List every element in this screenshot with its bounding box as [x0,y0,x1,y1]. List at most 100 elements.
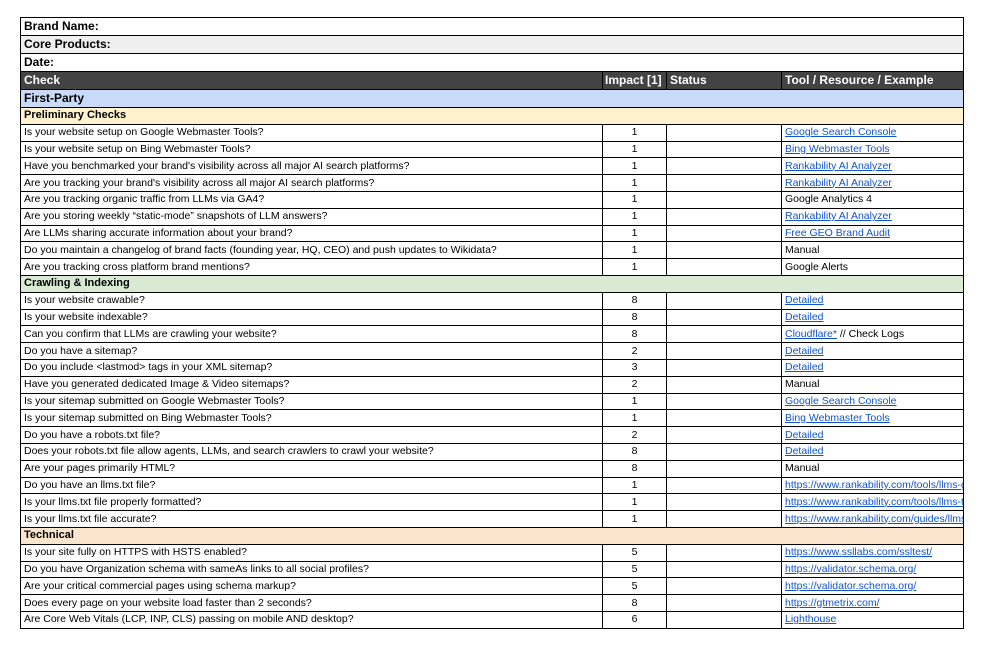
impact-cell: 2 [602,426,667,444]
tool-cell: Lighthouse [781,610,964,629]
table-row: Do you have an llms.txt file? 1 https://ww… [20,476,964,495]
tool-text: Google Analytics 4 [785,193,872,206]
status-cell[interactable] [666,190,782,209]
tool-link[interactable]: Detailed [785,344,824,357]
status-cell[interactable] [666,442,782,461]
tool-cell: Rankability AI Analyzer [781,207,964,226]
check-cell: Is your sitemap submitted on Google Webm… [20,392,603,411]
core-products-label[interactable]: Core Products: [20,35,964,54]
impact-cell: 1 [602,392,667,411]
tool-cell: Detailed [781,426,964,444]
audit-sheet: Brand Name: Core Products: Date: Check I… [20,17,964,629]
tool-cell: Google Analytics 4 [781,190,964,209]
tool-link[interactable]: Rankability AI Analyzer [785,159,892,172]
status-cell[interactable] [666,560,782,579]
table-row: Have you benchmarked your brand's visibi… [20,157,964,176]
impact-cell: 5 [602,543,667,562]
status-cell[interactable] [666,594,782,612]
tool-link[interactable]: Rankability AI Analyzer [785,210,892,223]
status-cell[interactable] [666,426,782,444]
date-label[interactable]: Date: [20,53,964,72]
check-cell: Are you tracking organic traffic from LL… [20,190,603,209]
tool-link[interactable]: https://validator.schema.org/ [785,562,917,575]
tool-link[interactable]: https://www.rankability.com/tools/llms-g [785,478,964,491]
tool-link[interactable]: Free GEO Brand Audit [785,226,891,239]
table-row: Do you have a robots.txt file? 2 Detailed [20,426,964,444]
check-cell: Is your sitemap submitted on Bing Webmas… [20,409,603,428]
status-cell[interactable] [666,476,782,495]
tool-link[interactable]: Detailed [785,310,824,323]
check-cell: Is your site fully on HTTPS with HSTS en… [20,543,603,562]
impact-cell: 3 [602,358,667,377]
status-cell[interactable] [666,577,782,596]
table-row: Do you have Organization schema with sam… [20,560,964,579]
status-cell[interactable] [666,409,782,428]
table-row: Is your website setup on Google Webmaste… [20,123,964,142]
status-cell[interactable] [666,610,782,629]
status-cell[interactable] [666,493,782,512]
tool-link[interactable]: Google Search Console [785,394,897,407]
status-cell[interactable] [666,325,782,344]
impact-cell: 1 [602,140,667,159]
status-cell[interactable] [666,174,782,192]
impact-cell: 1 [602,241,667,260]
status-cell[interactable] [666,157,782,176]
impact-cell: 6 [602,610,667,629]
tool-cell: Rankability AI Analyzer [781,174,964,192]
tool-link[interactable]: https://validator.schema.org/ [785,579,917,592]
tool-cell: Detailed [781,308,964,327]
tool-link[interactable]: Detailed [785,445,824,458]
tool-link[interactable]: Detailed [785,294,824,307]
table-row: Does your robots.txt file allow agents, … [20,442,964,461]
check-cell: Are your critical commercial pages using… [20,577,603,596]
tool-link[interactable]: Google Search Console [785,126,897,139]
check-cell: Have you benchmarked your brand's visibi… [20,157,603,176]
check-cell: Does your robots.txt file allow agents, … [20,442,603,461]
status-cell[interactable] [666,543,782,562]
status-cell[interactable] [666,392,782,411]
tool-cell: Detailed [781,291,964,310]
tool-link[interactable]: Lighthouse [785,613,837,626]
status-cell[interactable] [666,207,782,226]
tool-link[interactable]: Cloudflare* [785,327,837,340]
status-cell[interactable] [666,358,782,377]
table-row: Is your website setup on Bing Webmaster … [20,140,964,159]
group-title: Preliminary Checks [20,107,964,125]
tool-cell: Detailed [781,342,964,360]
status-cell[interactable] [666,291,782,310]
status-cell[interactable] [666,123,782,142]
table-row: Are you tracking cross platform brand me… [20,258,964,276]
status-cell[interactable] [666,375,782,394]
status-cell[interactable] [666,510,782,528]
group-header-row: Preliminary Checks [20,107,964,125]
tool-link[interactable]: https://www.rankability.com/tools/llms-t… [785,495,964,508]
status-cell[interactable] [666,258,782,276]
section-first-party: First-Party [20,89,964,108]
tool-link[interactable]: Bing Webmaster Tools [785,142,890,155]
tool-link[interactable]: Detailed [785,361,824,374]
tool-link[interactable]: Rankability AI Analyzer [785,176,892,189]
status-cell[interactable] [666,308,782,327]
tool-link[interactable]: Detailed [785,428,824,441]
table-row: Does every page on your website load fas… [20,594,964,612]
impact-cell: 2 [602,375,667,394]
tool-link[interactable]: Bing Webmaster Tools [785,411,890,424]
tool-link[interactable]: https://gtmetrix.com/ [785,596,880,609]
brand-name-label[interactable]: Brand Name: [20,17,964,36]
impact-cell: 5 [602,560,667,579]
tool-link[interactable]: https://www.rankability.com/guides/llms [785,512,964,525]
status-cell[interactable] [666,241,782,260]
status-cell[interactable] [666,342,782,360]
impact-cell: 8 [602,442,667,461]
tool-cell: https://www.ssllabs.com/ssltest/ [781,543,964,562]
tool-cell: Manual [781,375,964,394]
tool-link[interactable]: https://www.ssllabs.com/ssltest/ [785,546,933,559]
check-cell: Do you have a sitemap? [20,342,603,360]
tool-cell: Detailed [781,442,964,461]
status-cell[interactable] [666,140,782,159]
status-cell[interactable] [666,459,782,478]
status-cell[interactable] [666,224,782,243]
table-row: Do you have a sitemap? 2 Detailed [20,342,964,360]
check-cell: Do you maintain a changelog of brand fac… [20,241,603,260]
check-cell: Is your website setup on Google Webmaste… [20,123,603,142]
